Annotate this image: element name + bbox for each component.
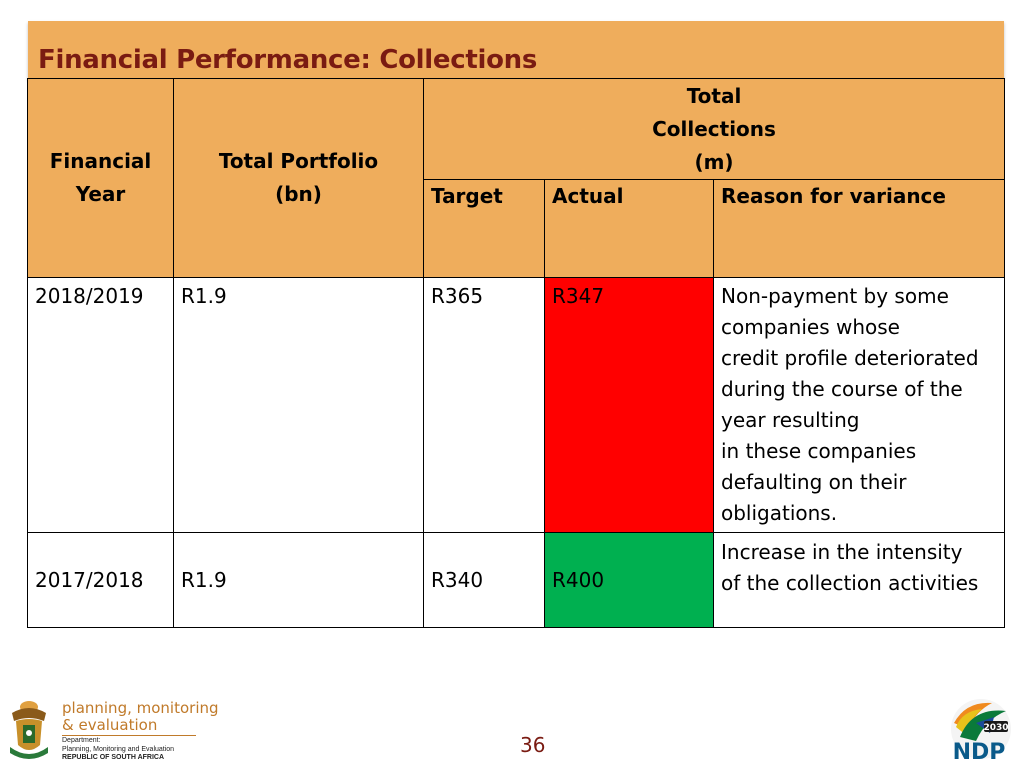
header-financial-year-line2: Year [75,182,126,206]
header-financial-year-line1: Financial [49,149,152,173]
reason-line: during the course of the [721,377,963,401]
title-bar: Financial Performance: Collections [28,21,1004,79]
header-total-collections-line1: Total [686,83,742,108]
header-total-portfolio-line1: Total Portfolio [218,149,379,173]
header-total-portfolio-line2: (bn) [275,182,322,206]
header-actual: Actual [544,179,714,278]
header-target: Target [423,179,545,278]
pme-logo-line2: & evaluation [62,716,158,734]
reason-line: companies whose [721,315,900,339]
coat-of-arms-icon [10,701,48,759]
cell-year: 2017/2018 [27,532,174,628]
reason-line: of the collection activities [721,571,979,595]
table-row: 2018/2019 R1.9 R365 R347 Non-payment by … [27,277,1006,533]
header-total-collections-line2: Collections [652,116,776,141]
reason-line: year resulting [721,408,860,432]
reason-line: obligations. [721,501,838,525]
cell-target: R340 [423,532,545,628]
ndp-year: 2030 [983,723,1008,733]
cell-actual-status-red: R347 [544,277,714,533]
reason-line: Increase in the intensity [721,540,963,564]
ndp-label: NDP [953,740,1006,765]
slide-title: Financial Performance: Collections [38,45,538,75]
cell-portfolio: R1.9 [173,532,424,628]
cell-reason: Non-payment by some companies whose cred… [712,277,1006,533]
pme-logo-line1: planning, monitoring [62,699,219,717]
header-financial-year: Financial Year [27,78,174,278]
cell-target: R365 [423,277,545,533]
cell-year: 2018/2019 [27,277,174,533]
page-number: 36 [520,733,546,757]
header-total-collections-line3: (m) [694,149,734,174]
department-name: Planning, Monitoring and Evaluation [62,746,175,753]
reason-line: Non-payment by some [721,284,949,308]
reason-line: in these companies [721,439,917,463]
collections-table: Financial Year Total Portfolio (bn) Tota… [27,78,1006,628]
reason-line: credit profile deteriorated [721,346,979,370]
cell-reason: Increase in the intensity of the collect… [712,532,1006,628]
divider [62,735,196,736]
reason-line: defaulting on their [721,470,907,494]
department-label: Department: [62,737,101,744]
cell-actual-status-green: R400 [544,532,714,628]
cell-portfolio: R1.9 [173,277,424,533]
table-row: 2017/2018 R1.9 R340 R400 Increase in the… [27,532,1006,628]
country-name: REPUBLIC OF SOUTH AFRICA [62,754,165,761]
ndp-logo-icon: 2030 NDP [951,699,1011,765]
header-total-portfolio: Total Portfolio (bn) [173,78,424,278]
header-reason: Reason for variance [712,179,1006,278]
header-total-collections: Total Collections (m) [422,78,1006,180]
